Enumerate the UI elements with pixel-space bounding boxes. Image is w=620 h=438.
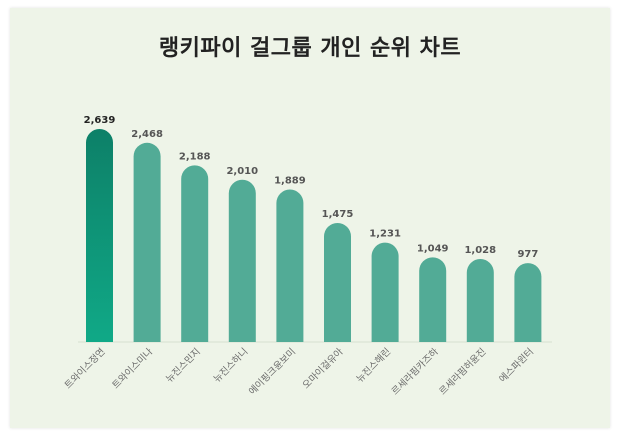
value-label-9: 977 (517, 249, 538, 260)
category-label-9: 에스파윈터 (497, 346, 536, 385)
chart-title: 랭키파이 걸그룹 개인 순위 차트 (158, 36, 462, 61)
value-label-7: 1,049 (417, 243, 449, 254)
category-label-1: 트와이스미나 (110, 345, 156, 391)
value-label-0: 2,639 (84, 115, 116, 126)
bar-9 (514, 263, 542, 342)
category-label-8: 르세라핌허윤진 (437, 346, 488, 397)
category-label-7: 르세라핌카즈하 (389, 345, 441, 397)
value-label-2: 2,188 (179, 151, 211, 162)
value-label-3: 2,010 (226, 166, 258, 177)
bar-0 (86, 128, 113, 342)
bar-2 (181, 165, 209, 342)
bar-3 (228, 179, 256, 342)
bar-5 (324, 222, 351, 342)
bar-1 (133, 142, 161, 342)
bar-4 (276, 189, 304, 342)
value-label-1: 2,468 (131, 129, 163, 140)
category-label-2: 뉴진스민지 (164, 346, 203, 385)
bar-6 (371, 242, 399, 342)
value-label-4: 1,889 (274, 176, 306, 187)
value-label-8: 1,028 (464, 245, 496, 256)
value-label-6: 1,231 (369, 229, 401, 240)
value-label-5: 1,475 (322, 209, 354, 220)
bar-8 (466, 259, 494, 342)
category-label-3: 뉴진스하니 (211, 346, 250, 385)
category-label-6: 뉴진스해린 (354, 346, 393, 385)
category-label-4: 에이핑크윤보미 (247, 346, 298, 397)
category-label-0: 트와이스정연 (62, 346, 108, 392)
category-label-5: 오마이걸유아 (300, 345, 346, 391)
bar-7 (419, 257, 447, 342)
